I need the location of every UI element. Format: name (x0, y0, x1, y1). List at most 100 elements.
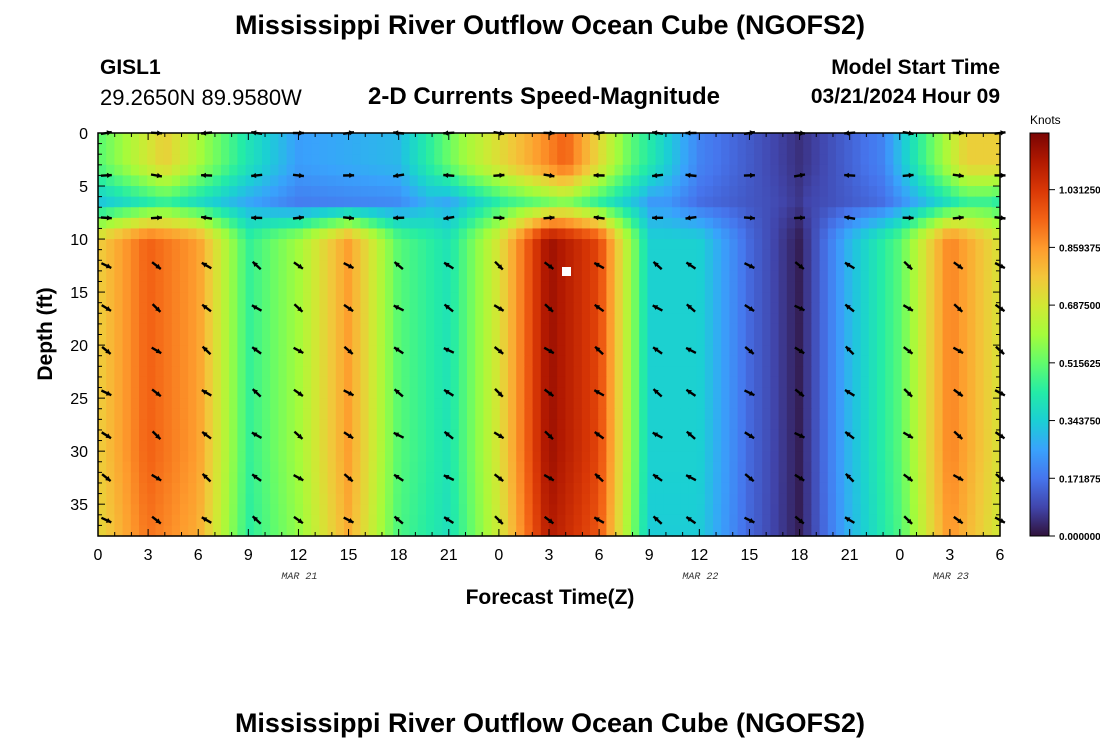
heatmap-cell (967, 408, 976, 420)
heatmap-cell (294, 334, 304, 346)
heatmap-cell (885, 482, 894, 495)
heatmap-cell (819, 186, 829, 198)
heatmap-cell (811, 228, 821, 240)
heatmap-cell (950, 175, 960, 187)
heatmap-cell (959, 429, 968, 442)
heatmap-cell (991, 461, 1001, 473)
heatmap-cell (286, 207, 296, 219)
heatmap-cell (467, 260, 476, 272)
heatmap-cell (516, 408, 525, 420)
heatmap-cell (245, 514, 255, 526)
heatmap-cell (926, 461, 935, 473)
heatmap-cell (721, 514, 730, 526)
heatmap-cell (467, 440, 476, 452)
plot-subtitle: 2-D Currents Speed-Magnitude (368, 83, 721, 110)
current-arrow (903, 260, 913, 271)
heatmap-cell (286, 334, 296, 346)
heatmap-cell (778, 472, 788, 484)
date-label: MAR 21 (281, 572, 317, 583)
heatmap-cell (311, 270, 320, 283)
heatmap-cell (491, 461, 501, 473)
heatmap-cell (622, 186, 632, 198)
y-tick-label: 35 (70, 497, 88, 514)
heatmap-cell (868, 313, 878, 325)
heatmap-cell (672, 154, 681, 166)
heatmap-cell (221, 525, 230, 537)
heatmap-cell (360, 228, 370, 240)
heatmap-cell (130, 164, 140, 177)
heatmap-cell (532, 175, 542, 187)
heatmap-cell (745, 164, 755, 177)
heatmap-cell (827, 154, 837, 166)
heatmap-cell (106, 323, 115, 336)
heatmap-cell (647, 398, 657, 410)
heatmap-cell (155, 313, 165, 325)
heatmap-cell (713, 313, 722, 325)
heatmap-cell (106, 313, 115, 325)
heatmap-cell (335, 482, 345, 495)
model-start-value: 03/21/2024 Hour 09 (810, 85, 1000, 108)
heatmap-cell (442, 408, 452, 420)
heatmap-cell (368, 408, 378, 420)
heatmap-cell (950, 504, 960, 516)
heatmap-cell (934, 366, 944, 378)
heatmap-cell (713, 376, 722, 389)
heatmap-cell (483, 175, 493, 187)
heatmap-cell (770, 355, 780, 367)
heatmap-cell (819, 482, 829, 495)
heatmap-cell (663, 429, 673, 442)
heatmap-cell (450, 398, 460, 410)
heatmap-cell (393, 493, 402, 505)
heatmap-cell (959, 164, 968, 177)
heatmap-cell (934, 514, 944, 526)
heatmap-cell (680, 302, 689, 314)
heatmap-cell (130, 154, 140, 166)
heatmap-cell (106, 186, 115, 198)
heatmap-cell (335, 154, 345, 166)
heatmap-cell (860, 514, 870, 526)
heatmap-cell (983, 133, 993, 145)
heatmap-cell (311, 249, 320, 261)
heatmap-cell (532, 323, 542, 336)
heatmap-cell (926, 525, 935, 537)
heatmap-cell (926, 302, 935, 314)
heatmap-cell (508, 228, 517, 240)
heatmap-cell (467, 323, 476, 336)
heatmap-cell (918, 525, 927, 537)
heatmap-cell (860, 419, 870, 431)
heatmap-cell (770, 408, 780, 420)
heatmap-cell (458, 472, 468, 484)
heatmap-cell (893, 217, 903, 230)
heatmap-cell (975, 504, 985, 516)
heatmap-cell (655, 387, 665, 399)
heatmap-cell (696, 186, 706, 198)
heatmap-cell (368, 429, 378, 442)
heatmap-cell (483, 472, 493, 484)
heatmap-cell (614, 196, 624, 208)
heatmap-cell (188, 398, 197, 410)
heatmap-cell (229, 398, 238, 410)
heatmap-cell (155, 186, 165, 198)
heatmap-cell (926, 429, 935, 442)
heatmap-cell (852, 281, 862, 293)
heatmap-cell (713, 175, 722, 187)
heatmap-cell (549, 239, 558, 251)
heatmap-cell (836, 345, 845, 357)
heatmap-cell (918, 408, 927, 420)
heatmap-cell (893, 376, 903, 389)
heatmap-cell (483, 281, 493, 293)
heatmap-cell (516, 313, 525, 325)
heatmap-cell (426, 461, 435, 473)
heatmap-cell (98, 175, 107, 187)
heatmap-cell (877, 355, 886, 367)
heatmap-cell (344, 143, 353, 155)
current-arrow (494, 388, 504, 398)
heatmap-cell (212, 323, 222, 336)
heatmap-cell (647, 440, 657, 452)
heatmap-cell (450, 514, 460, 526)
heatmap-cell (721, 366, 730, 378)
heatmap-cell (786, 249, 796, 261)
x-tick-label: 15 (741, 547, 759, 564)
heatmap-cell (549, 175, 558, 187)
heatmap-cell (360, 164, 370, 177)
